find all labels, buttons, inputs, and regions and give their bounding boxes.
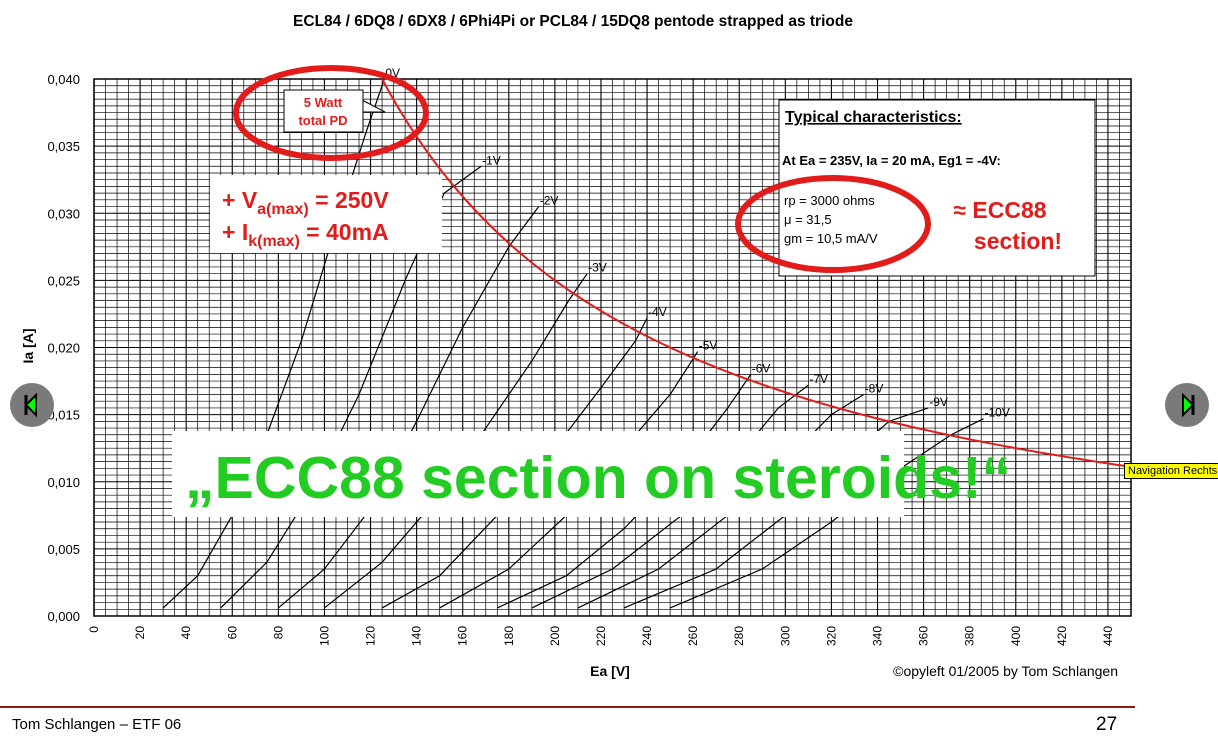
pd-callout-line2: total PD <box>298 113 347 128</box>
chevron-right-icon <box>1182 392 1195 418</box>
x-tick-label: 400 <box>1009 626 1023 646</box>
bias-curve-label: -1V <box>482 153 501 167</box>
bias-curve-label: -7V <box>809 372 828 386</box>
x-tick-label: 320 <box>824 626 838 646</box>
x-tick-label: 140 <box>410 626 424 646</box>
typical-conditions: At Ea = 235V, Ia = 20 mA, Eg1 = -4V: <box>782 153 1001 168</box>
bias-curve-label: -8V <box>865 381 884 395</box>
vmax-rating: + Va(max) = 250V <box>222 187 389 218</box>
max-ratings-box: + Va(max) = 250V + Ik(max) = 40mA <box>210 175 442 253</box>
chart-title: ECL84 / 6DQ8 / 6DX8 / 6Phi4Pi or PCL84 /… <box>293 13 853 30</box>
ecc88-note-line2: section! <box>974 228 1062 254</box>
x-tick-label: 440 <box>1101 626 1115 646</box>
bias-curve-label: -2V <box>540 194 559 208</box>
footer-author: Tom Schlangen – ETF 06 <box>12 716 182 733</box>
bias-curve <box>324 273 588 609</box>
pd-callout: 5 Watt total PD <box>233 65 429 161</box>
x-tick-label: 360 <box>917 626 931 646</box>
imax-rating: + Ik(max) = 40mA <box>222 219 389 250</box>
x-tick-label: 380 <box>963 626 977 646</box>
x-axis-label: Ea [V] <box>590 663 630 679</box>
y-tick-label: 0,040 <box>47 72 80 87</box>
footer-divider <box>0 706 1135 708</box>
typical-gm: gm = 10,5 mA/V <box>784 231 878 246</box>
x-tick-label: 220 <box>594 626 608 646</box>
nav-tooltip: Navigation Rechts <box>1124 463 1218 479</box>
x-tick-label: 280 <box>732 626 746 646</box>
bias-curve-label: -9V <box>929 395 948 409</box>
pd-highlight-ellipse <box>233 65 429 161</box>
steroids-banner: „ECC88 section on steroids!“ <box>172 431 1011 517</box>
x-tick-label: 20 <box>133 626 147 640</box>
x-tick-label: 100 <box>317 626 331 646</box>
y-tick-label: 0,035 <box>47 139 80 154</box>
y-tick-label: 0,005 <box>47 542 80 557</box>
bias-curve-label: -10V <box>985 406 1010 420</box>
ecc88-note-line1: ≈ ECC88 <box>953 197 1046 223</box>
y-tick-label: 0,030 <box>47 206 80 221</box>
copyright-note: ©opyleft 01/2005 by Tom Schlangen <box>893 663 1118 679</box>
x-tick-label: 340 <box>871 626 885 646</box>
x-tick-label: 260 <box>686 626 700 646</box>
nav-previous-button[interactable] <box>10 383 54 427</box>
x-tick-label: 40 <box>179 626 193 640</box>
y-tick-label: 0,010 <box>47 475 80 490</box>
pd-hyperbola <box>381 78 1129 468</box>
typical-rp: rp = 3000 ohms <box>784 193 875 208</box>
x-tick-label: 240 <box>640 626 654 646</box>
x-tick-label: 0 <box>87 626 101 633</box>
typical-mu: μ = 31,5 <box>784 212 832 227</box>
nav-next-button[interactable] <box>1165 383 1209 427</box>
bias-curve <box>220 165 482 609</box>
page-number: 27 <box>1096 714 1118 735</box>
x-tick-label: 60 <box>225 626 239 640</box>
x-tick-label: 300 <box>778 626 792 646</box>
bias-curve-label: -6V <box>752 361 771 375</box>
bias-curve-label: -5V <box>699 339 718 353</box>
y-tick-label: 0,025 <box>47 273 80 288</box>
typical-title: Typical characteristics: <box>785 109 962 126</box>
x-tick-label: 160 <box>456 626 470 646</box>
power-dissipation-curve <box>381 78 1129 468</box>
steroids-banner-text: „ECC88 section on steroids!“ <box>185 445 1011 511</box>
x-tick-label: 80 <box>271 626 285 640</box>
axis-tick-labels: 0 20 40 60 80 100 120 140 160 180 200 220 240 260 280 3… <box>47 72 1115 646</box>
y-tick-label: 0,000 <box>47 609 80 624</box>
x-tick-label: 180 <box>502 626 516 646</box>
y-tick-label: 0,015 <box>47 408 80 423</box>
x-tick-label: 420 <box>1055 626 1069 646</box>
x-tick-label: 200 <box>548 626 562 646</box>
x-tick-label: 120 <box>364 626 378 646</box>
typical-characteristics-box: Typical characteristics: At Ea = 235V, I… <box>735 99 1096 277</box>
pd-callout-line1: 5 Watt <box>304 95 343 110</box>
y-tick-label: 0,020 <box>47 341 80 356</box>
bias-curve <box>162 78 385 609</box>
bias-curve <box>277 206 540 609</box>
bias-curve-label: -4V <box>648 305 667 319</box>
bias-curve-label: -3V <box>588 261 607 275</box>
values-highlight-ellipse <box>735 175 931 273</box>
y-axis-label: Ia [A] <box>20 329 36 364</box>
chevron-left-icon <box>24 392 37 418</box>
